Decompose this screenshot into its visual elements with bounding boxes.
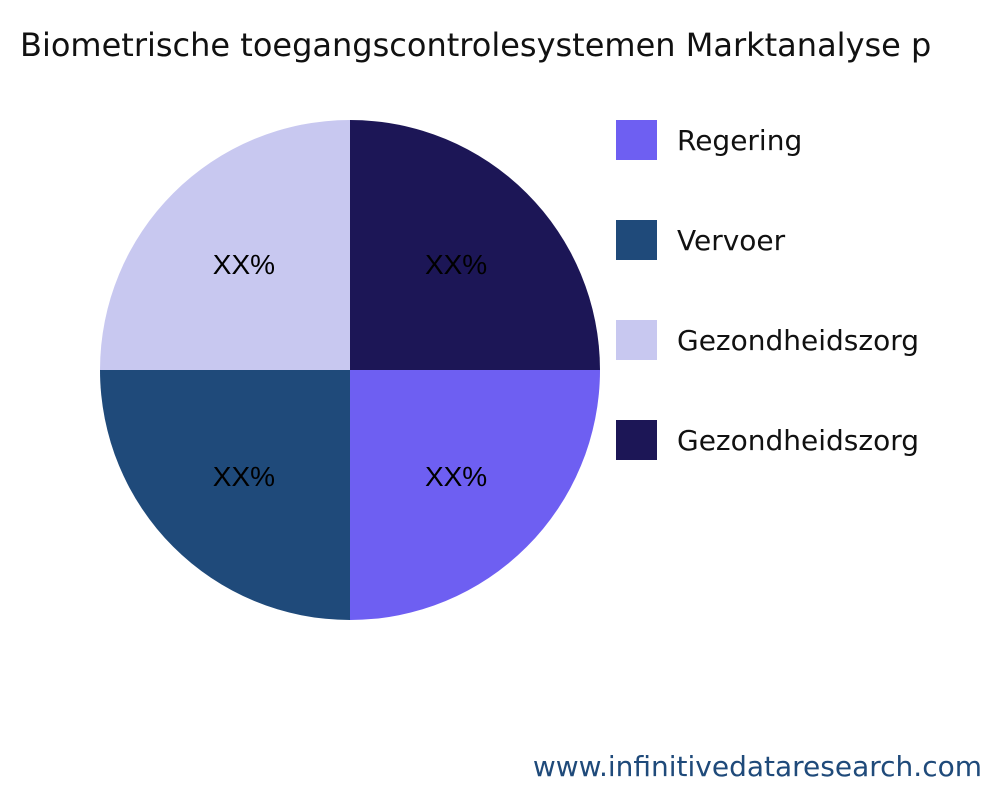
- slice-label-1: XX%: [213, 461, 275, 492]
- chart-title: Biometrische toegangscontrolesystemen Ma…: [20, 26, 932, 64]
- pie-slice-2: [100, 120, 350, 370]
- legend-label-0: Regering: [677, 124, 802, 157]
- slice-label-3: XX%: [425, 249, 487, 280]
- pie-slice-0: [350, 370, 600, 620]
- slice-label-0: XX%: [425, 461, 487, 492]
- legend-label-3: Gezondheidszorg: [677, 424, 919, 457]
- pie-slice-1: [100, 370, 350, 620]
- legend-label-2: Gezondheidszorg: [677, 324, 919, 357]
- legend-swatch-1: [616, 220, 657, 260]
- footer-url[interactable]: www.infinitivedataresearch.com: [532, 750, 982, 783]
- pie-slice-3: [350, 120, 600, 370]
- legend-label-1: Vervoer: [677, 224, 786, 257]
- legend-swatch-0: [616, 120, 657, 160]
- slice-label-2: XX%: [213, 249, 275, 280]
- legend-swatch-3: [616, 420, 657, 460]
- legend-swatch-2: [616, 320, 657, 360]
